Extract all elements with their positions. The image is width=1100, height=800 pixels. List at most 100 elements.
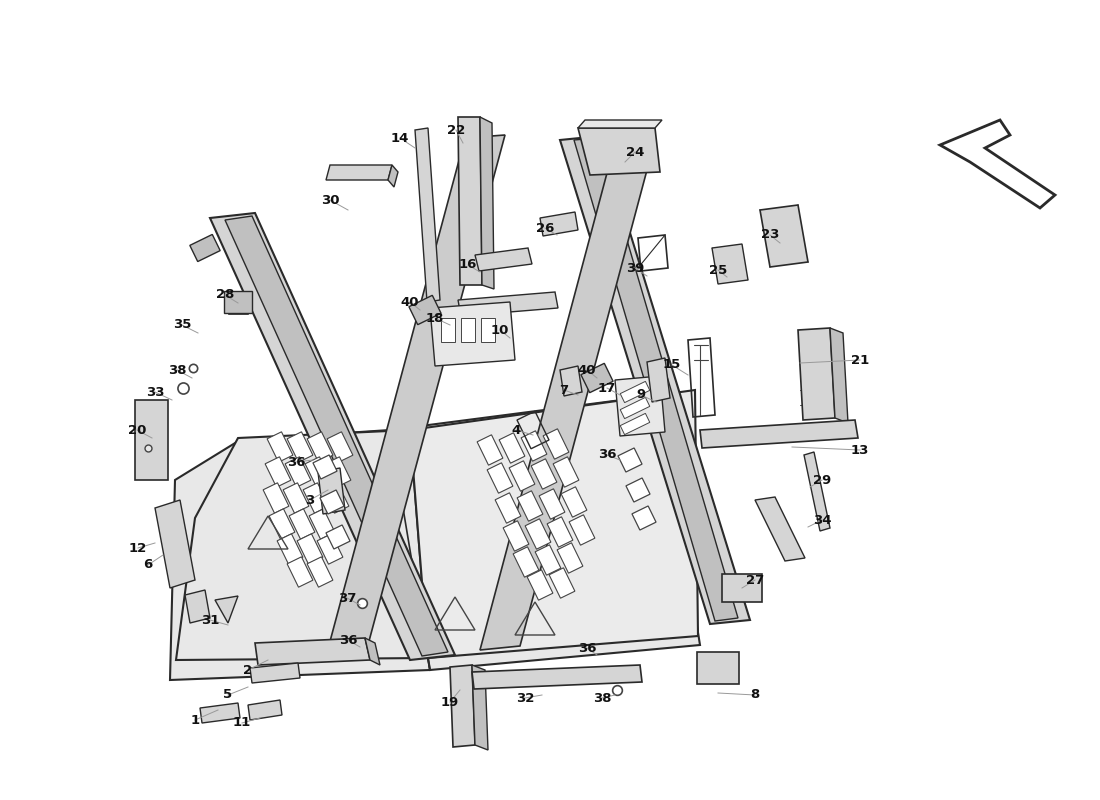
- Polygon shape: [267, 432, 293, 462]
- Polygon shape: [620, 398, 650, 418]
- Polygon shape: [513, 547, 539, 577]
- Polygon shape: [326, 457, 351, 487]
- Polygon shape: [547, 517, 573, 547]
- Polygon shape: [569, 515, 595, 545]
- Text: 18: 18: [426, 311, 444, 325]
- Polygon shape: [472, 665, 488, 750]
- Text: 31: 31: [201, 614, 219, 626]
- Text: 40: 40: [578, 363, 596, 377]
- Polygon shape: [285, 457, 311, 487]
- Text: 15: 15: [663, 358, 681, 371]
- Text: 40: 40: [400, 295, 419, 309]
- Polygon shape: [549, 568, 575, 598]
- Polygon shape: [185, 590, 210, 623]
- Polygon shape: [632, 506, 656, 530]
- Text: 29: 29: [813, 474, 832, 486]
- Text: 39: 39: [626, 262, 645, 274]
- Text: 3: 3: [306, 494, 315, 506]
- Polygon shape: [224, 291, 252, 313]
- Text: 38: 38: [593, 691, 612, 705]
- Polygon shape: [480, 140, 654, 650]
- Polygon shape: [190, 234, 220, 262]
- Polygon shape: [287, 557, 312, 587]
- Text: 11: 11: [233, 717, 251, 730]
- Polygon shape: [326, 525, 350, 549]
- Polygon shape: [578, 120, 662, 128]
- Text: 20: 20: [128, 423, 146, 437]
- Polygon shape: [415, 128, 440, 302]
- Polygon shape: [626, 478, 650, 502]
- Polygon shape: [309, 509, 334, 539]
- Text: 34: 34: [813, 514, 832, 526]
- Polygon shape: [200, 703, 240, 723]
- Text: 9: 9: [637, 389, 646, 402]
- Polygon shape: [615, 376, 666, 436]
- Text: 25: 25: [708, 263, 727, 277]
- Polygon shape: [210, 213, 455, 660]
- Polygon shape: [307, 432, 333, 462]
- Polygon shape: [647, 358, 670, 402]
- Polygon shape: [487, 463, 513, 493]
- Polygon shape: [509, 461, 535, 491]
- Polygon shape: [461, 318, 475, 342]
- Polygon shape: [214, 596, 238, 623]
- Polygon shape: [543, 429, 569, 459]
- Polygon shape: [712, 244, 748, 284]
- Polygon shape: [472, 665, 642, 689]
- Text: 30: 30: [321, 194, 339, 206]
- Text: 22: 22: [447, 123, 465, 137]
- Polygon shape: [307, 557, 333, 587]
- Text: 8: 8: [750, 689, 760, 702]
- Polygon shape: [561, 487, 587, 517]
- Polygon shape: [521, 431, 547, 461]
- Text: 24: 24: [626, 146, 645, 158]
- Polygon shape: [365, 638, 380, 665]
- Text: 36: 36: [597, 449, 616, 462]
- Polygon shape: [248, 700, 282, 720]
- Polygon shape: [495, 493, 521, 523]
- Text: 14: 14: [390, 131, 409, 145]
- Polygon shape: [388, 165, 398, 187]
- Text: 17: 17: [598, 382, 616, 394]
- Polygon shape: [620, 382, 650, 402]
- Polygon shape: [450, 665, 475, 747]
- Polygon shape: [323, 483, 349, 513]
- Polygon shape: [458, 292, 558, 316]
- Text: 5: 5: [223, 689, 232, 702]
- Polygon shape: [170, 430, 430, 680]
- Text: 35: 35: [173, 318, 191, 331]
- Text: 28: 28: [216, 289, 234, 302]
- Text: 4: 4: [512, 423, 520, 437]
- Polygon shape: [722, 574, 762, 602]
- Text: 27: 27: [746, 574, 764, 586]
- Polygon shape: [517, 491, 543, 521]
- Polygon shape: [250, 663, 300, 683]
- Text: 19: 19: [441, 695, 459, 709]
- Text: 33: 33: [145, 386, 164, 398]
- Polygon shape: [458, 117, 482, 285]
- Polygon shape: [499, 433, 525, 463]
- Text: 7: 7: [560, 383, 569, 397]
- Polygon shape: [176, 430, 428, 660]
- Text: 26: 26: [536, 222, 554, 234]
- Polygon shape: [553, 457, 579, 487]
- Polygon shape: [798, 328, 835, 420]
- Polygon shape: [525, 519, 551, 549]
- Polygon shape: [318, 468, 345, 514]
- Polygon shape: [324, 135, 505, 660]
- Polygon shape: [304, 483, 329, 513]
- Polygon shape: [481, 318, 495, 342]
- Polygon shape: [578, 128, 660, 175]
- Text: 37: 37: [338, 591, 356, 605]
- Polygon shape: [314, 455, 337, 479]
- Text: 6: 6: [143, 558, 153, 571]
- Polygon shape: [560, 366, 582, 396]
- Polygon shape: [477, 435, 503, 465]
- Polygon shape: [226, 216, 448, 656]
- Polygon shape: [503, 521, 529, 551]
- Polygon shape: [527, 570, 553, 600]
- Polygon shape: [327, 432, 353, 462]
- Polygon shape: [700, 420, 858, 448]
- Text: 38: 38: [167, 363, 186, 377]
- Polygon shape: [581, 363, 613, 393]
